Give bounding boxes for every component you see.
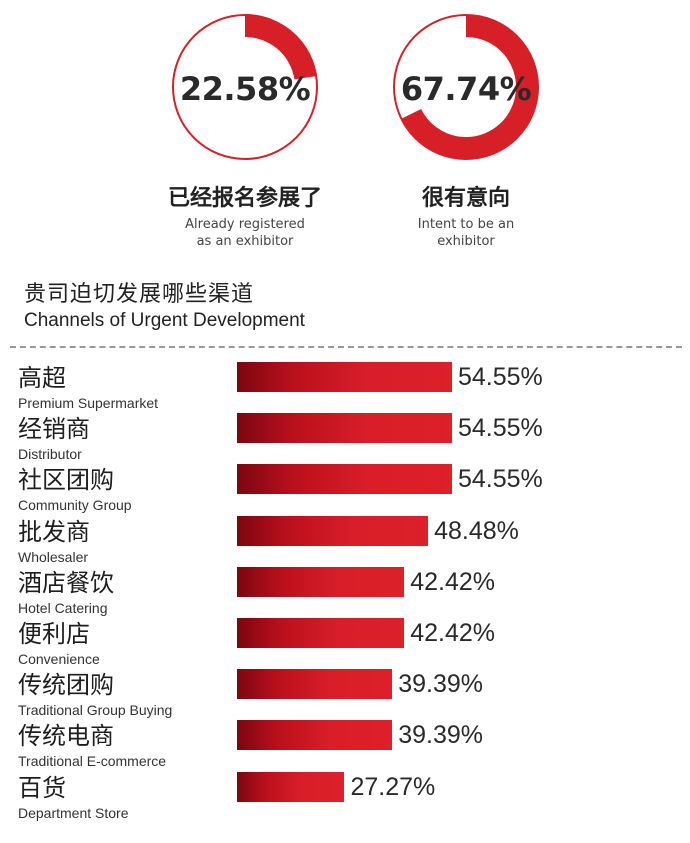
donut-registered-title: 已经报名参展了 <box>167 186 322 211</box>
bar-value-label: 42.42% <box>410 567 495 596</box>
category-label-zh: 便利店 <box>18 620 90 648</box>
category-label-zh: 酒店餐饮 <box>18 568 114 597</box>
category-label-en: Community Group <box>18 497 132 514</box>
category-label-zh: 社区团购 <box>18 466 114 495</box>
donut-intent-arc <box>401 15 538 159</box>
bar-value-label: 42.42% <box>410 619 495 647</box>
category-label-en: Traditional Group Buying <box>18 702 173 719</box>
bar <box>237 618 405 648</box>
category-label-en: Wholesaler <box>18 548 89 565</box>
bar <box>237 720 393 751</box>
category-label-en: Hotel Catering <box>18 599 108 616</box>
section-title-zh: 贵司迫切发展哪些渠道 <box>24 282 255 307</box>
bar <box>237 669 393 700</box>
bar <box>237 413 452 444</box>
bar <box>237 515 429 546</box>
donut-registered-subtitle-2: as an exhibitor <box>196 234 294 249</box>
donut-registered-value: 22.58% <box>179 70 311 108</box>
donut-registered: 22.58% 已经报名参展了 Already registered as an … <box>145 0 345 250</box>
bar <box>237 464 452 495</box>
bar-value-label: 54.55% <box>458 414 543 443</box>
donut-intent-subtitle-1: Intent to be an <box>417 217 515 232</box>
dashed-divider <box>10 346 682 348</box>
donut-intent-subtitle-2: exhibitor <box>437 234 495 249</box>
category-label-zh: 批发商 <box>18 517 90 546</box>
bar-value-label: 27.27% <box>350 772 436 801</box>
bar-value-label: 54.55% <box>458 363 543 391</box>
category-label-en: Department Store <box>18 804 129 821</box>
bar <box>237 566 405 597</box>
donut-intent-chart <box>393 14 539 160</box>
bar-value-label: 48.48% <box>434 516 519 545</box>
donut-intent-value: 67.74% <box>400 70 532 108</box>
bar-value-label: 39.39% <box>398 670 484 699</box>
donut-intent: 67.74% 很有意向 Intent to be an exhibitor <box>366 0 566 250</box>
category-label-zh: 传统团购 <box>18 671 114 700</box>
category-label-en: Traditional E-commerce <box>18 753 167 770</box>
donut-registered-chart <box>172 14 318 160</box>
bar-value-label: 54.55% <box>458 465 543 494</box>
bar <box>237 362 452 392</box>
category-label-zh: 百货 <box>18 773 66 802</box>
donut-registered-subtitle-1: Already registered <box>185 217 305 232</box>
category-label-en: Convenience <box>18 651 100 667</box>
category-label-zh: 经销商 <box>18 415 90 444</box>
donut-registered-arc <box>245 15 317 80</box>
bar-value-label: 39.39% <box>398 721 484 750</box>
section-title-en: Channels of Urgent Development <box>24 310 305 331</box>
category-label-zh: 高超 <box>18 364 66 392</box>
category-label-zh: 传统电商 <box>18 722 114 751</box>
donut-intent-title: 很有意向 <box>421 186 510 211</box>
category-label-en: Distributor <box>18 446 82 463</box>
category-label-en: Premium Supermarket <box>18 395 159 411</box>
bar <box>237 771 345 802</box>
